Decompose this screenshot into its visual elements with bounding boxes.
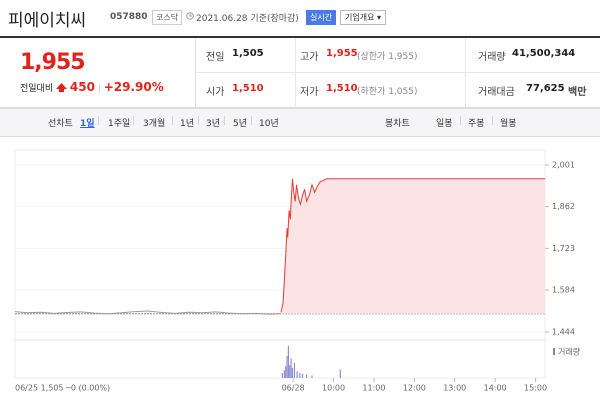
up-icon — [56, 83, 67, 92]
cell-value: 1,510 — [326, 83, 358, 94]
tab-bar — [0, 108, 600, 137]
cell-value: 1,505 — [232, 48, 264, 59]
volume-bar — [286, 355, 288, 378]
volume-bar — [291, 367, 294, 378]
stock-code: 057880 — [110, 12, 148, 22]
volume-icon — [553, 348, 555, 355]
y-tick-label: 1,444 — [552, 328, 575, 337]
stock-name: 피에이치씨 — [8, 11, 87, 31]
y-tick-label: 2,001 — [552, 160, 575, 169]
tab-separator: | — [97, 116, 101, 126]
volume-bar — [287, 345, 290, 378]
period-tab[interactable]: 5년 — [233, 119, 248, 129]
base-date: 2021.06.28 기준(장마감) — [196, 14, 299, 24]
volume-bar — [296, 371, 298, 378]
cell-value: 1,510 — [232, 83, 264, 94]
tab-separator: | — [132, 116, 136, 126]
x-tick-label: 12:00 — [403, 384, 426, 393]
cell-value: 77,625 — [526, 83, 565, 94]
cell-value: 41,500,344 — [512, 48, 576, 59]
divider — [465, 38, 466, 107]
period-tab[interactable]: 3년 — [206, 119, 221, 129]
tab-group-label: 봉차트 — [385, 119, 410, 129]
volume-bar — [283, 370, 285, 378]
period-tab[interactable]: 1주일 — [108, 119, 131, 129]
company-info-dropdown[interactable]: 기업개요 ▾ — [340, 10, 387, 25]
cell-unit: 백만 — [568, 87, 587, 98]
chart: 2,001 1,862 1,723 1,584 1,444 06/28 10:00 11:00… — [14, 149, 581, 393]
candle-tab[interactable]: 일봉 — [436, 119, 453, 129]
price-line — [280, 178, 545, 313]
cell-label: 전일 — [206, 52, 225, 63]
cell-label: 거래량 — [478, 52, 506, 63]
volume-bar — [311, 375, 313, 378]
y-tick-label: 1,723 — [552, 244, 575, 253]
volume-bar — [281, 372, 283, 378]
clock-icon — [186, 12, 194, 20]
cell-label: 거래대금 — [478, 87, 515, 98]
volume-bar — [339, 369, 341, 378]
caption: 06/25 1,505 ─0 (0.00%) — [15, 384, 110, 393]
volume-bar — [293, 362, 296, 378]
candle-tab[interactable]: 주봉 — [468, 119, 485, 129]
cell-note: (하한가 1,055) — [357, 87, 418, 97]
volume-bar — [289, 365, 291, 378]
period-tab[interactable]: 1일 — [80, 119, 95, 129]
x-tick-label: 11:00 — [362, 384, 385, 393]
y-tick-label: 1,862 — [552, 202, 575, 211]
current-price: 1,955 — [20, 50, 86, 75]
tab-separator: | — [250, 116, 254, 126]
cell-label: 고가 — [300, 52, 319, 63]
divider — [195, 72, 600, 73]
change-amount: 450 — [69, 80, 95, 94]
volume-label: 거래량 — [558, 347, 581, 357]
x-tick-label: 06/28 — [282, 384, 305, 393]
period-tab[interactable]: 10년 — [259, 119, 279, 129]
tab-group-label: 선차트 — [48, 119, 73, 129]
x-tick-label: 15:00 — [524, 384, 547, 393]
change-line: 전일대비 450 | +29.90% — [20, 80, 164, 94]
cell-label: 저가 — [300, 87, 319, 98]
cell-note: (상한가 1,955) — [357, 52, 418, 62]
realtime-button[interactable]: 실시간 — [306, 10, 337, 25]
y-tick-label: 1,584 — [552, 286, 575, 295]
cell-value: 1,955 — [326, 48, 358, 59]
tab-separator: | — [171, 116, 175, 126]
x-tick-label: 14:00 — [484, 384, 507, 393]
volume-bar — [285, 366, 287, 378]
area-fill — [281, 178, 545, 314]
tab-separator: | — [223, 116, 227, 126]
divider — [295, 38, 296, 107]
price-line — [14, 310, 280, 315]
tab-separator: | — [491, 116, 495, 126]
x-tick-label: 10:00 — [322, 384, 345, 393]
tab-separator: | — [197, 116, 201, 126]
candle-tab[interactable]: 월봉 — [500, 119, 517, 129]
change-rate: +29.90% — [103, 80, 164, 94]
company-info-label: 기업개요 — [345, 13, 375, 22]
period-tab[interactable]: 3개월 — [143, 119, 166, 129]
volume-bar — [290, 358, 292, 378]
market-badge: 코스닥 — [152, 10, 183, 25]
change-label: 전일대비 — [20, 84, 54, 94]
divider — [0, 107, 600, 108]
period-tab[interactable]: 1년 — [180, 119, 195, 129]
tab-separator: | — [459, 116, 463, 126]
x-tick-label: 13:00 — [443, 384, 466, 393]
cell-label: 시가 — [206, 87, 225, 98]
divider — [0, 36, 600, 38]
volume-bar — [299, 372, 301, 378]
volume-bar — [301, 373, 304, 378]
volume-bar — [306, 374, 308, 378]
